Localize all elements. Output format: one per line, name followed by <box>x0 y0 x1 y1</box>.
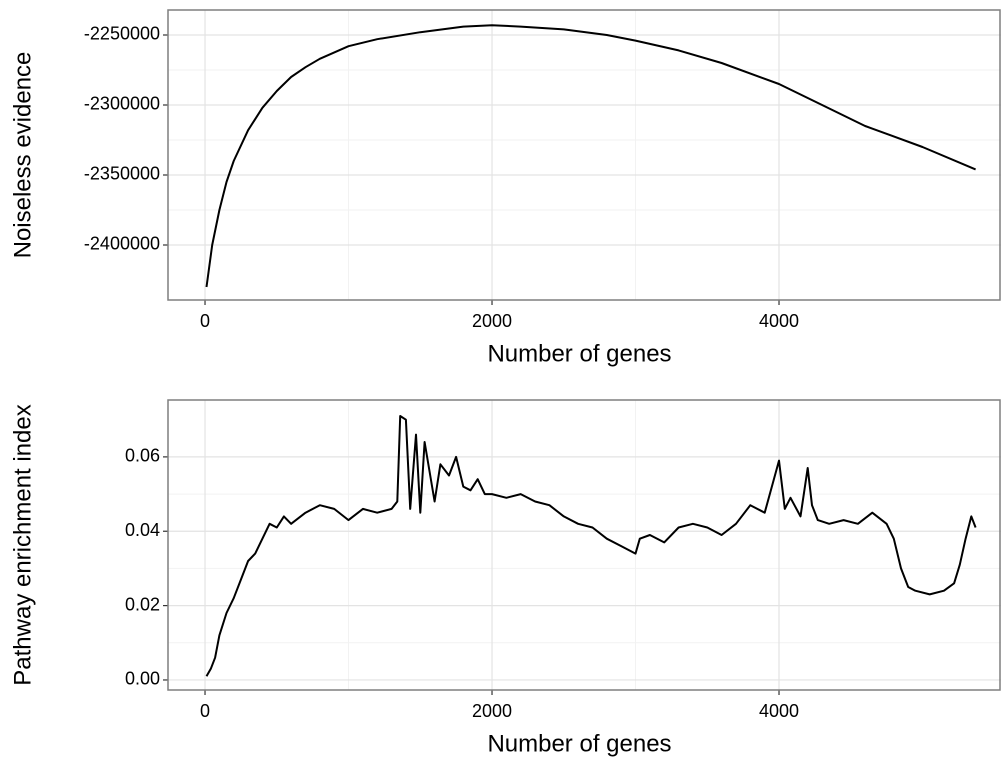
x-axis-title: Number of genes <box>487 340 671 367</box>
y-tick-label: -2400000 <box>84 234 160 254</box>
plot-background <box>168 10 1001 300</box>
data-line <box>205 24 976 288</box>
x-tick-label: 2000 <box>472 311 512 331</box>
y-tick-label: 0.00 <box>125 669 160 689</box>
y-tick-label: 0.04 <box>125 520 160 540</box>
x-axis-title: Number of genes <box>487 730 671 757</box>
y-axis-title: Noiseless evidence <box>9 52 36 259</box>
x-tick-label: 4000 <box>759 311 799 331</box>
y-tick-label: -2350000 <box>84 164 160 184</box>
plot-background <box>168 400 1001 690</box>
x-tick-label: 0 <box>200 311 210 331</box>
y-tick-label: -2250000 <box>84 24 160 44</box>
y-tick-label: 0.06 <box>125 446 160 466</box>
plot-border <box>167 399 1001 691</box>
y-axis-title: Pathway enrichment index <box>9 404 36 685</box>
data-line <box>205 415 977 677</box>
x-tick-label: 2000 <box>472 701 512 721</box>
x-tick-label: 4000 <box>759 701 799 721</box>
y-tick-label: 0.02 <box>125 594 160 614</box>
plot-border <box>167 9 1001 301</box>
x-tick-label: 0 <box>200 701 210 721</box>
y-tick-label: -2300000 <box>84 94 160 114</box>
